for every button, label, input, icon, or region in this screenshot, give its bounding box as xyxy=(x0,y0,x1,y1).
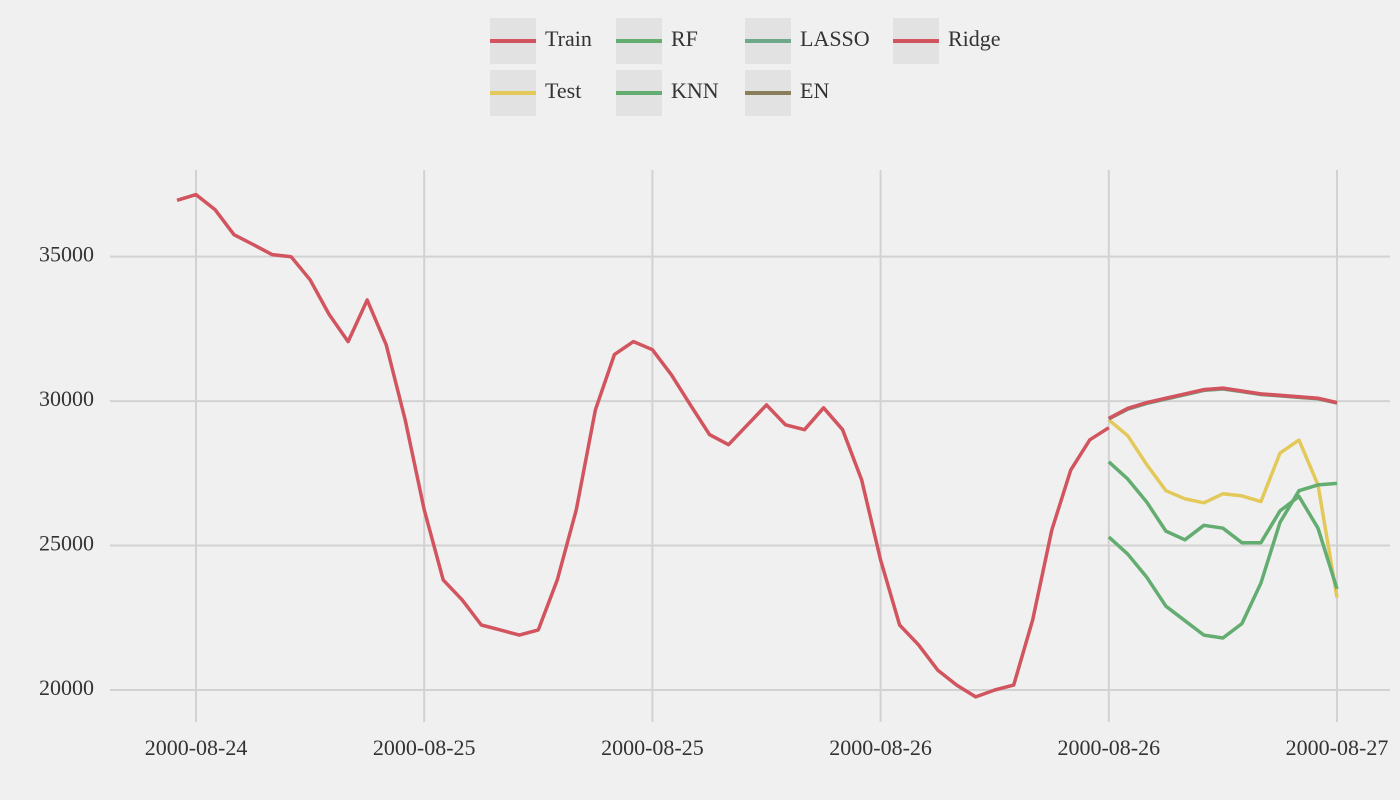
x-tick-label: 2000-08-27 xyxy=(1286,735,1389,760)
legend-label: Train xyxy=(545,26,592,51)
legend-label: LASSO xyxy=(800,26,870,51)
series-line xyxy=(1107,481,1338,640)
y-tick-label: 30000 xyxy=(39,386,94,411)
series-line xyxy=(176,192,1110,699)
y-tick-label: 25000 xyxy=(39,531,94,556)
y-tick-label: 35000 xyxy=(39,242,94,267)
series-line xyxy=(1107,460,1339,590)
x-tick-label: 2000-08-26 xyxy=(1057,735,1160,760)
series-line xyxy=(1107,386,1338,420)
legend-label: Test xyxy=(545,78,581,103)
y-tick-label: 20000 xyxy=(39,675,94,700)
legend-label: RF xyxy=(671,26,698,51)
x-tick-label: 2000-08-24 xyxy=(145,735,248,760)
series-line xyxy=(1107,418,1339,598)
x-tick-label: 2000-08-26 xyxy=(829,735,932,760)
legend-label: KNN xyxy=(671,78,719,103)
x-tick-label: 2000-08-25 xyxy=(373,735,476,760)
legend-label: Ridge xyxy=(948,26,1001,51)
x-tick-label: 2000-08-25 xyxy=(601,735,704,760)
legend-label: EN xyxy=(800,78,829,103)
